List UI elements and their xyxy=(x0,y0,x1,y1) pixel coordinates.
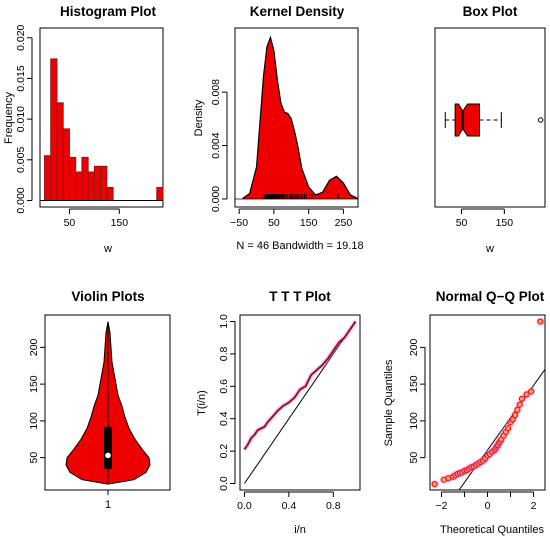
kernel-density-y-tick-label: 0.008 xyxy=(210,79,222,105)
histogram-bar xyxy=(75,171,83,201)
ttt-reference-line xyxy=(244,321,356,484)
ttt-curve xyxy=(243,320,357,451)
ttt-y-tick-label: 1.0 xyxy=(218,314,230,329)
histogram-x-tick-label: 50 xyxy=(64,217,76,229)
violin-median-point xyxy=(105,452,111,459)
kernel-density-frame xyxy=(234,27,359,208)
box-notched-body xyxy=(454,103,481,137)
histogram-y-tick-label: 0.020 xyxy=(15,24,27,50)
ttt-x-tick-label: 0.8 xyxy=(326,500,341,512)
violin-y-tick-label: 150 xyxy=(28,375,40,393)
qq-x-tick-label: −2 xyxy=(436,500,448,512)
ttt-y-tick-label: 0.8 xyxy=(218,346,230,361)
ylabel-histogram: Frequency xyxy=(3,92,15,144)
qq-y-tick-label: 50 xyxy=(408,452,420,464)
kernel-density-panel: −50 50 150 250 0.000 0.004 0.008 xyxy=(210,27,359,229)
histogram-bar xyxy=(106,186,114,201)
violin-y-tick-label: 200 xyxy=(28,338,40,356)
histogram-bar xyxy=(50,58,58,201)
title-violin: Violin Plots xyxy=(71,289,144,304)
xlabel-kernel-density: N = 46 Bandwidth = 19.18 xyxy=(236,240,363,252)
title-ttt: T T T Plot xyxy=(269,289,331,304)
histogram-bar xyxy=(93,165,102,201)
xlabel-box-plot: w xyxy=(485,243,494,255)
violin-y-tick-label: 50 xyxy=(28,452,40,464)
histogram-frame xyxy=(39,27,164,208)
title-box-plot: Box Plot xyxy=(463,4,518,19)
ttt-frame xyxy=(239,314,361,491)
histogram-bar xyxy=(81,156,89,201)
ttt-y-tick-label: 0.6 xyxy=(218,379,230,394)
histogram-bar xyxy=(156,186,164,201)
qq-point xyxy=(537,318,544,325)
qq-x-tick-label: 2 xyxy=(531,500,537,512)
qq-x-tick-label: 0 xyxy=(485,500,491,512)
qq-point xyxy=(518,395,526,402)
kernel-density-x-tick-label: 250 xyxy=(335,217,353,229)
qq-point xyxy=(431,481,438,488)
ylabel-qq: Sample Quantiles xyxy=(383,359,395,446)
kernel-density-y-tick-label: 0.000 xyxy=(210,186,222,212)
histogram-bar xyxy=(43,155,52,201)
box-plot-x-tick-label: 150 xyxy=(496,217,514,229)
histogram-y-tick-label: 0.010 xyxy=(15,106,27,132)
qq-frame xyxy=(429,314,546,491)
histogram-y-tick-label: 0.005 xyxy=(15,147,27,173)
ttt-panel: 0.0 0.4 0.8 0.0 0.2 0.4 0.6 0.8 1.0 xyxy=(218,314,361,512)
histogram-bar xyxy=(100,165,108,201)
xlabel-histogram: w xyxy=(103,243,112,255)
histogram-bar xyxy=(87,171,95,201)
histogram-bar xyxy=(56,102,64,201)
histogram-bar xyxy=(62,128,70,201)
ttt-curve-halo xyxy=(242,320,358,451)
qq-point xyxy=(505,425,512,432)
kernel-density-x-tick-label: −50 xyxy=(230,217,248,229)
histogram-y-tick-label: 0.000 xyxy=(15,187,27,213)
ttt-y-tick-label: 0.2 xyxy=(218,444,230,459)
ylabel-kernel-density: Density xyxy=(193,99,205,136)
box-outlier-point xyxy=(538,117,544,123)
xlabel-ttt: i/n xyxy=(294,524,306,536)
qq-point xyxy=(523,391,530,398)
box-plot-panel: 50 150 xyxy=(434,27,546,229)
xlabel-qq: Theoretical Quantiles xyxy=(440,524,544,536)
title-qq: Normal Q−Q Plot xyxy=(436,289,545,304)
histogram-bar xyxy=(68,156,77,201)
qq-panel: −2 0 2 50 100 150 200 xyxy=(408,314,546,512)
box-plot-frame xyxy=(434,27,546,208)
histogram-panel: 50 150 0.000 0.005 0.010 0.015 0.020 xyxy=(15,24,164,229)
kernel-density-x-tick-label: 150 xyxy=(300,217,318,229)
violin-y-tick-label: 100 xyxy=(28,412,40,430)
title-kernel-density: Kernel Density xyxy=(250,4,345,19)
qq-y-tick-label: 200 xyxy=(408,338,420,356)
ttt-y-tick-label: 0.0 xyxy=(218,476,230,491)
histogram-x-tick-label: 150 xyxy=(111,217,129,229)
kernel-density-y-tick-label: 0.004 xyxy=(210,132,222,158)
qq-point xyxy=(512,411,519,419)
qq-point xyxy=(528,388,535,395)
qq-point xyxy=(516,401,523,408)
ttt-x-tick-label: 0.0 xyxy=(237,500,252,512)
qq-point xyxy=(514,406,521,413)
kernel-density-x-tick-label: 50 xyxy=(268,217,280,229)
qq-y-tick-label: 150 xyxy=(408,375,420,393)
ylabel-ttt: T(i/n) xyxy=(196,390,208,416)
violin-iqr-box xyxy=(104,426,112,469)
qq-y-tick-label: 100 xyxy=(408,412,420,430)
xlabel-violin: 1 xyxy=(105,499,111,511)
ttt-y-tick-label: 0.4 xyxy=(218,411,230,426)
density-curve xyxy=(242,35,358,199)
histogram-y-tick-label: 0.015 xyxy=(15,65,27,91)
ttt-x-tick-label: 0.4 xyxy=(282,500,297,512)
title-histogram: Histogram Plot xyxy=(60,4,157,19)
violin-panel: 50 100 150 200 xyxy=(28,314,171,495)
density-area xyxy=(242,37,358,199)
box-plot-x-tick-label: 50 xyxy=(456,217,468,229)
